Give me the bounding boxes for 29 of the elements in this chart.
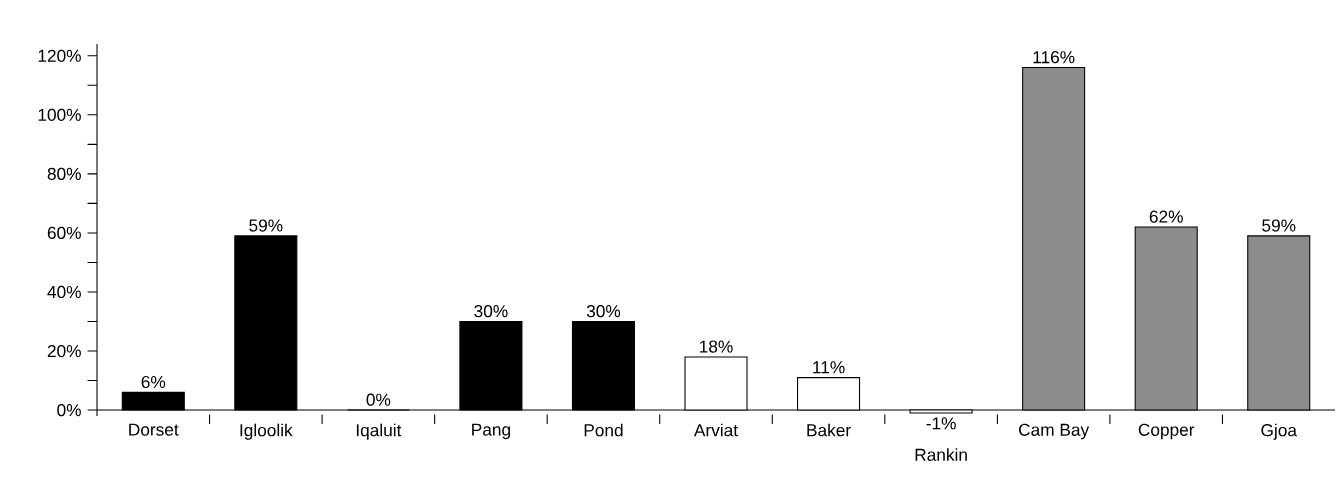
data-label: 116% <box>1033 51 1075 64</box>
data-label: 62% <box>1149 210 1183 223</box>
data-label: 30% <box>474 305 508 318</box>
y-tick-label: 100% <box>38 108 81 121</box>
x-tick-label: Dorset <box>129 423 179 436</box>
data-label: 59% <box>249 219 283 232</box>
x-tick-label: Igloolik <box>240 423 293 440</box>
y-tick-label: 0% <box>57 403 81 417</box>
x-tick-label: Pond <box>584 423 623 437</box>
x-tick-label: Baker <box>807 423 851 437</box>
y-tick-label: 40% <box>47 285 81 299</box>
y-tick-label: 60% <box>47 226 81 240</box>
data-label: 59% <box>1262 219 1296 232</box>
data-label: 18% <box>700 340 733 353</box>
x-tick-label: Copper <box>1138 423 1195 440</box>
y-tick-label: 80% <box>47 167 81 180</box>
data-label: 6% <box>141 375 166 389</box>
x-tick-label: Pang <box>472 423 510 440</box>
x-tick-label: Gjoa <box>1261 423 1297 440</box>
x-tick-label: Cam Bay <box>1019 423 1090 440</box>
x-tick-label: Rankin <box>915 448 967 461</box>
x-tick-label: Iqaluit <box>356 423 402 440</box>
data-label: 0% <box>366 393 391 406</box>
y-tick-label: 120% <box>38 49 81 62</box>
y-tick-label: 20% <box>47 344 81 358</box>
data-label: 30% <box>586 305 621 318</box>
data-label: 11% <box>813 361 845 374</box>
data-label: -1% <box>926 417 956 430</box>
x-tick-label: Arviat <box>693 423 738 437</box>
